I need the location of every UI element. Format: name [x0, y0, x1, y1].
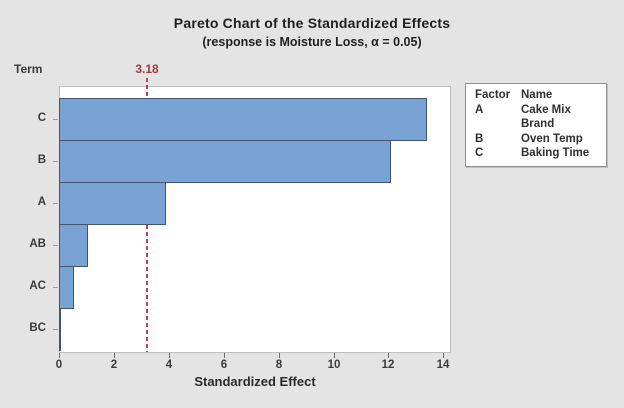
- x-tick-label-8: 8: [275, 359, 283, 371]
- x-tick-label-0: 0: [55, 359, 63, 371]
- legend-row-B: B Oven Temp: [475, 132, 600, 147]
- bar-A: [59, 182, 166, 225]
- y-tick-label-BC: BC: [29, 321, 46, 334]
- y-tick-mark-AB: [53, 245, 58, 246]
- chart-title: Pareto Chart of the Standardized Effects: [173, 15, 451, 31]
- chart-subtitle: (response is Moisture Loss, α = 0.05): [202, 35, 422, 49]
- legend-name: Baking Time: [521, 147, 590, 159]
- y-tick-label-AB: AB: [29, 237, 46, 250]
- y-tick-label-C: C: [37, 111, 46, 124]
- legend-rows: A Cake Mix Brand B Oven Temp C Baking Time: [475, 103, 600, 161]
- legend-row-C: C Baking Time: [475, 146, 600, 161]
- y-tick-mark-B: [53, 161, 58, 162]
- y-tick-mark-C: [53, 119, 58, 120]
- y-tick-label-B: B: [37, 153, 46, 166]
- legend-header-factor: Factor: [475, 89, 511, 101]
- bar-BC: [59, 308, 61, 351]
- x-tick-mark-4: [169, 353, 170, 358]
- x-tick-mark-2: [114, 353, 115, 358]
- x-tick-label-6: 6: [220, 359, 228, 371]
- y-axis-title: Term: [14, 62, 43, 76]
- bar-B: [59, 140, 391, 183]
- x-tick-label-10: 10: [327, 359, 341, 371]
- x-axis-title: Standardized Effect: [194, 374, 316, 389]
- bar-AB: [59, 224, 88, 267]
- bars-container: [59, 98, 450, 351]
- x-tick-label-2: 2: [110, 359, 118, 371]
- reference-line-label: 3.18: [135, 62, 159, 76]
- y-tick-mark-A: [53, 203, 58, 204]
- x-tick-mark-10: [334, 353, 335, 358]
- bar-C: [59, 98, 427, 141]
- plot-area: [59, 78, 451, 353]
- x-tick-mark-6: [224, 353, 225, 358]
- x-tick-label-14: 14: [436, 359, 450, 371]
- legend-factor: A: [475, 103, 484, 116]
- x-tick-mark-0: [59, 353, 60, 358]
- y-tick-mark-AC: [53, 287, 58, 288]
- y-tick-label-AC: AC: [29, 279, 46, 292]
- x-tick-mark-12: [388, 353, 389, 358]
- x-tick-mark-14: [443, 353, 444, 358]
- y-tick-mark-BC: [53, 329, 58, 330]
- legend-header-name: Name: [521, 89, 553, 101]
- legend-factor: B: [475, 132, 484, 145]
- x-tick-mark-8: [279, 353, 280, 358]
- legend-row-A: A Cake Mix Brand: [475, 103, 600, 132]
- legend-header-row: Factor Name: [475, 88, 600, 103]
- bar-AC: [59, 266, 74, 309]
- legend-factor: C: [475, 147, 484, 159]
- x-tick-label-12: 12: [381, 359, 395, 371]
- y-tick-label-A: A: [37, 195, 46, 208]
- x-tick-label-4: 4: [165, 359, 173, 371]
- legend-name: Cake Mix Brand: [521, 103, 571, 131]
- legend-name: Oven Temp: [521, 132, 583, 145]
- factor-legend: Factor Name A Cake Mix Brand B Oven Temp C Ba…: [465, 83, 607, 167]
